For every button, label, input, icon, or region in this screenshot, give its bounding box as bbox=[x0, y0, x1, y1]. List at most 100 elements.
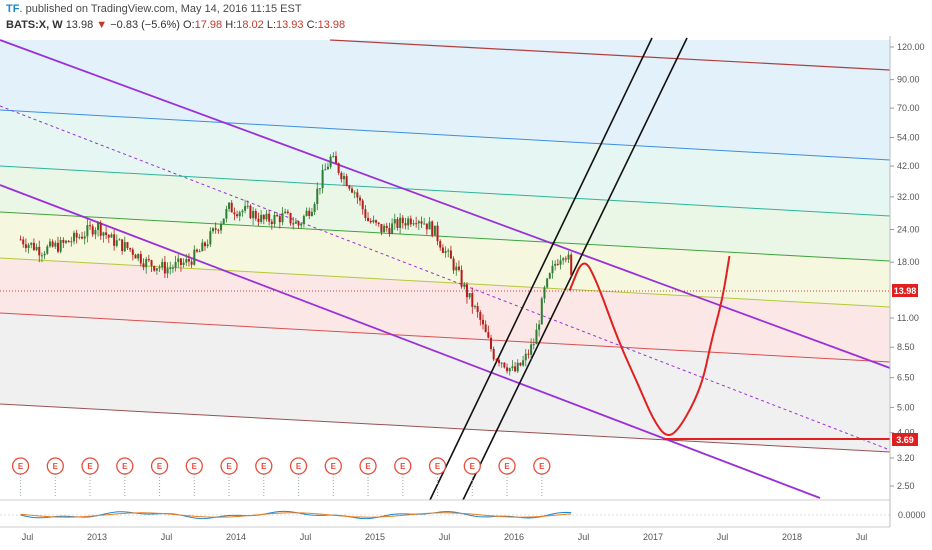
candle-body bbox=[543, 287, 546, 299]
candle-body bbox=[564, 258, 567, 260]
candle-body bbox=[46, 246, 49, 254]
candle-body bbox=[233, 212, 236, 215]
candle-body bbox=[137, 254, 140, 259]
candle-body bbox=[516, 362, 519, 372]
fib-line-3 bbox=[0, 211, 890, 262]
candle-body bbox=[356, 192, 359, 198]
time-tick-label: Jul bbox=[717, 532, 729, 542]
earnings-event-label: E bbox=[87, 462, 93, 471]
time-tick-label: 2018 bbox=[782, 532, 802, 542]
price-tick-label: 54.00 bbox=[897, 133, 920, 143]
candle-body bbox=[158, 267, 161, 269]
candle-body bbox=[391, 223, 394, 234]
earnings-event-icon[interactable] bbox=[428, 457, 447, 475]
candle-body bbox=[91, 226, 94, 235]
earnings-event-icon[interactable] bbox=[463, 457, 481, 475]
fib-line-5 bbox=[0, 312, 890, 363]
candle-body bbox=[121, 239, 124, 252]
candle-body bbox=[532, 344, 535, 346]
candle-body bbox=[131, 249, 134, 255]
earnings-event-label: E bbox=[157, 462, 163, 471]
candle-body bbox=[177, 258, 180, 262]
earnings-event-icon[interactable] bbox=[116, 457, 134, 475]
candle-body bbox=[145, 259, 148, 268]
candle-body bbox=[353, 192, 356, 194]
candle-body bbox=[225, 208, 228, 219]
candle-body bbox=[524, 353, 527, 361]
candle-body bbox=[19, 239, 22, 241]
earnings-event-icon[interactable] bbox=[255, 457, 273, 475]
low-value: 13.93 bbox=[276, 19, 304, 31]
trend-line-right bbox=[462, 37, 688, 500]
candle-body bbox=[511, 366, 514, 369]
candle-body bbox=[364, 209, 367, 218]
candle-body bbox=[500, 362, 503, 364]
candle-body bbox=[409, 218, 412, 225]
candle-body bbox=[102, 232, 105, 236]
earnings-event-icon[interactable] bbox=[289, 457, 308, 475]
candle-body bbox=[425, 223, 428, 230]
candle-body bbox=[393, 219, 396, 224]
candle-body bbox=[388, 227, 391, 234]
candle-body bbox=[310, 211, 313, 216]
candle-body bbox=[535, 329, 538, 345]
candle-body bbox=[203, 242, 206, 247]
earnings-event-icon[interactable] bbox=[220, 457, 238, 475]
candle-body bbox=[431, 221, 434, 236]
close-value: 13.98 bbox=[317, 19, 346, 31]
candle-body bbox=[166, 268, 169, 274]
candle-body bbox=[492, 348, 495, 360]
time-tick-label: 2015 bbox=[365, 532, 385, 542]
candle-body bbox=[43, 253, 46, 256]
time-tick-label: 2017 bbox=[643, 532, 663, 542]
earnings-event-icon[interactable] bbox=[533, 457, 551, 475]
earnings-event-icon[interactable] bbox=[324, 457, 342, 475]
candle-body bbox=[286, 211, 289, 214]
candle-body bbox=[428, 221, 431, 230]
candle-body bbox=[51, 241, 54, 247]
candle-body bbox=[123, 242, 126, 252]
candle-body bbox=[412, 223, 415, 225]
candle-body bbox=[198, 251, 201, 253]
earnings-event-icon[interactable] bbox=[394, 457, 412, 475]
candle-body bbox=[89, 225, 92, 227]
candle-body bbox=[506, 367, 509, 372]
tradingview-logo: TF bbox=[6, 3, 20, 15]
candle-body bbox=[342, 176, 345, 180]
last-price: 13.98 bbox=[65, 19, 94, 31]
candle-body bbox=[115, 240, 118, 246]
candle-body bbox=[73, 232, 76, 242]
candle-body bbox=[447, 250, 450, 252]
time-tick-label: 2014 bbox=[226, 532, 246, 542]
candle-body bbox=[308, 210, 311, 216]
earnings-event-icon[interactable] bbox=[359, 457, 377, 475]
candle-body bbox=[372, 220, 375, 223]
candle-body bbox=[481, 319, 484, 325]
candle-body bbox=[75, 232, 78, 238]
channel-upper-line bbox=[0, 39, 890, 369]
candle-body bbox=[139, 254, 142, 264]
candle-body bbox=[495, 359, 498, 361]
earnings-event-icon[interactable] bbox=[81, 457, 99, 475]
candle-body bbox=[498, 360, 501, 364]
candle-body bbox=[38, 246, 41, 256]
candle-body bbox=[401, 217, 404, 224]
candle-body bbox=[268, 213, 271, 222]
candle-body bbox=[377, 222, 380, 224]
candle-body bbox=[490, 337, 493, 349]
down-arrow-icon: ▼ bbox=[96, 19, 108, 31]
earnings-event-icon[interactable] bbox=[498, 457, 516, 475]
candle-body bbox=[351, 188, 354, 193]
earnings-event-icon[interactable] bbox=[185, 457, 203, 475]
candle-body bbox=[570, 254, 573, 276]
fib-band-3 bbox=[0, 166, 890, 261]
price-tick-label: 4.00 bbox=[897, 428, 915, 438]
earnings-event-icon[interactable] bbox=[11, 457, 30, 475]
candle-body bbox=[348, 185, 351, 189]
candle-body bbox=[262, 214, 265, 220]
fib-line-6 bbox=[0, 403, 890, 453]
candle-body bbox=[67, 240, 70, 243]
earnings-event-icon[interactable] bbox=[150, 457, 169, 475]
earnings-event-icon[interactable] bbox=[46, 457, 64, 475]
